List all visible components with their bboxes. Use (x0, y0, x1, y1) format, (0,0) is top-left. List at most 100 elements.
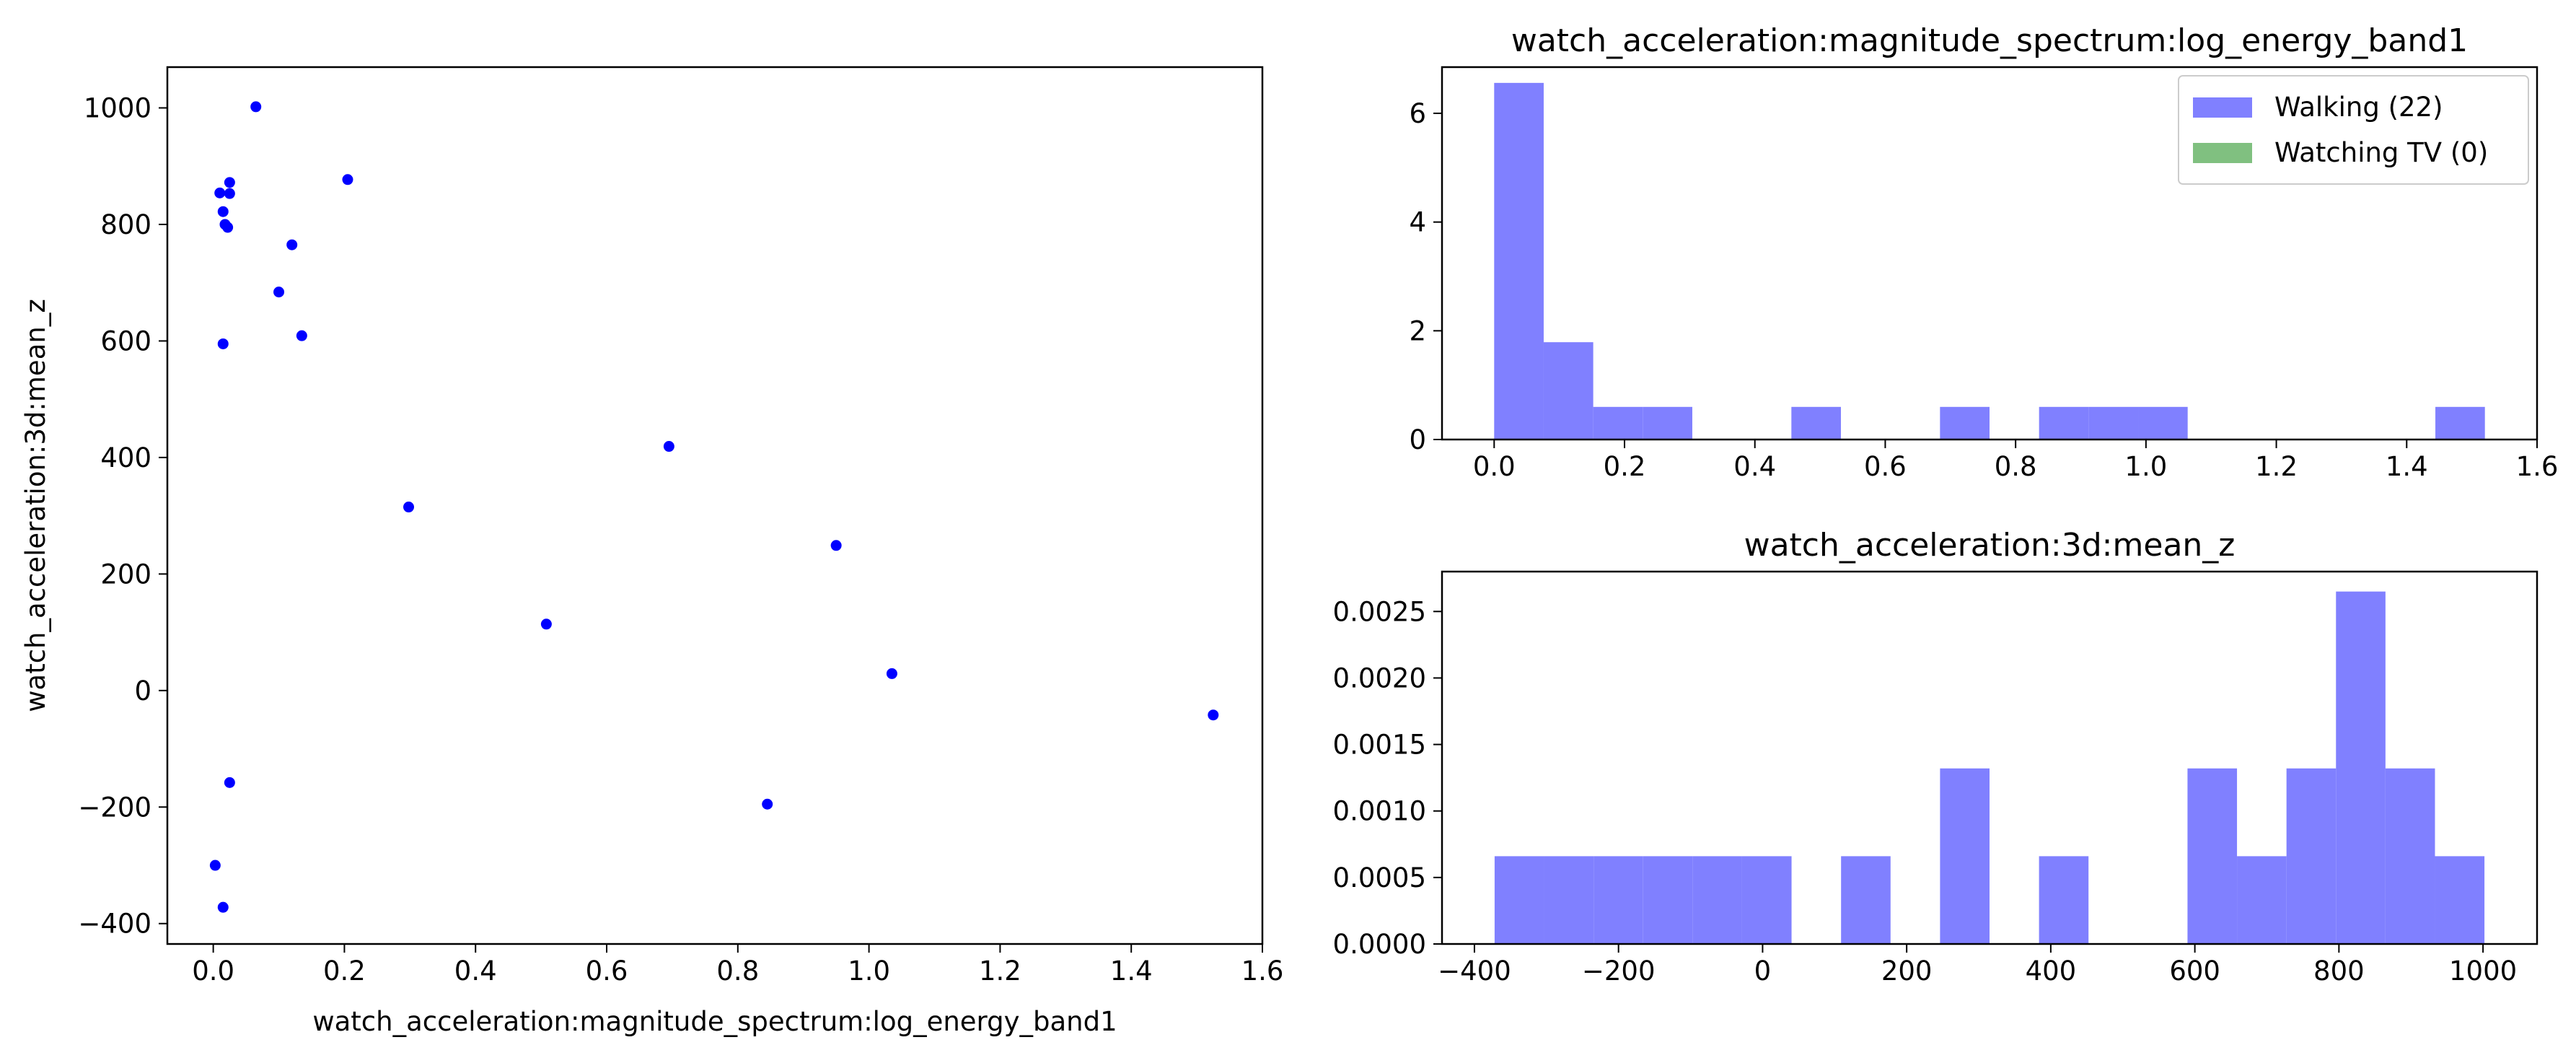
x-tick-label: 0.6 (1864, 451, 1907, 482)
histogram-energy-bars (1494, 82, 2485, 440)
scatter-point (224, 177, 235, 188)
histogram-bar (2039, 856, 2089, 944)
scatter-point (273, 287, 285, 298)
scatter-point (250, 101, 262, 113)
histogram-bar (1543, 342, 1593, 440)
x-tick-label: 1.0 (848, 956, 890, 987)
y-tick-label: 4 (1409, 207, 1426, 238)
scatter-point (830, 540, 842, 551)
x-tick-label: 1.6 (2516, 451, 2559, 482)
scatter-x-ticks: 0.0 0.2 0.4 0.6 0.8 1.0 1.2 1.4 1.6 (192, 944, 1283, 987)
histogram-bar (1494, 856, 1544, 944)
legend-swatch-walking (2193, 97, 2252, 118)
y-tick-label: 0.0005 (1333, 862, 1426, 893)
histogram-bar (2435, 856, 2485, 944)
x-tick-label: 1.6 (1241, 956, 1284, 987)
x-tick-label: 0.0 (192, 956, 234, 987)
x-tick-label: −400 (1438, 956, 1511, 987)
histogram-mean-z-bars (1494, 591, 2485, 944)
scatter-point (663, 441, 674, 453)
histogram-energy-frame (1441, 66, 2538, 441)
histogram-bar (1692, 856, 1742, 944)
x-tick-label: 0.4 (1733, 451, 1776, 482)
legend-label-walking: Walking (22) (2274, 92, 2443, 123)
histogram-energy-y-ticks: 0 2 4 6 (1409, 98, 1442, 455)
scatter-point (224, 188, 235, 199)
y-tick-label: 200 (100, 559, 151, 590)
histogram-bar (1593, 856, 1643, 944)
legend: Walking (22) Watching TV (0) (2178, 75, 2529, 185)
histogram-bar (1940, 768, 1990, 944)
scatter-point (217, 206, 229, 217)
histogram-mean-z-title: watch_acceleration:3d:mean_z (1744, 527, 2236, 564)
scatter-panel: 0.0 0.2 0.4 0.6 0.8 1.0 1.2 1.4 1.6 −400 −200 0 200… (20, 66, 1283, 1037)
y-tick-label: 0 (134, 676, 151, 707)
histogram-bar (2336, 591, 2386, 944)
x-tick-label: 0.6 (586, 956, 628, 987)
histogram-bar (1741, 856, 1792, 944)
histogram-bar (2138, 406, 2188, 440)
x-tick-label: 800 (2313, 956, 2365, 987)
x-tick-label: 1000 (2449, 956, 2517, 987)
x-tick-label: 200 (1881, 956, 1933, 987)
histogram-bar (1940, 406, 1990, 440)
histogram-bar (2187, 768, 2238, 944)
x-tick-label: 400 (2026, 956, 2077, 987)
scatter-point (1208, 709, 1219, 721)
histogram-energy-x-ticks: 0.0 0.2 0.4 0.6 0.8 1.0 1.2 1.4 1.6 (1473, 440, 2559, 482)
scatter-point (296, 330, 307, 341)
x-tick-label: 0.8 (1995, 451, 2037, 482)
y-tick-label: 0.0010 (1333, 796, 1426, 827)
scatter-x-axis-label: watch_acceleration:magnitude_spectrum:lo… (312, 1006, 1117, 1037)
histogram-energy-panel: watch_acceleration:magnitude_spectrum:lo… (1409, 22, 2558, 482)
scatter-point (217, 901, 229, 913)
y-tick-label: 600 (100, 325, 151, 357)
scatter-point (540, 618, 552, 630)
histogram-bar (1643, 406, 1692, 440)
histogram-bar (2237, 856, 2287, 944)
y-tick-label: 1000 (84, 93, 151, 124)
y-tick-label: 0 (1409, 424, 1426, 455)
y-tick-label: 0.0000 (1333, 929, 1426, 960)
histogram-bar (1841, 856, 1891, 944)
y-tick-label: 0.0025 (1333, 596, 1426, 627)
x-tick-label: 0.0 (1473, 451, 1516, 482)
legend-box (2178, 75, 2529, 185)
scatter-point (214, 187, 226, 198)
y-tick-label: 0.0020 (1333, 663, 1426, 694)
x-tick-label: 0.4 (454, 956, 497, 987)
scatter-point (209, 860, 221, 871)
scatter-points (209, 101, 1219, 913)
histogram-mean-z-frame (1441, 570, 2538, 945)
x-tick-label: 1.4 (1110, 956, 1153, 987)
y-tick-label: 800 (100, 209, 151, 240)
scatter-y-axis-label: watch_acceleration:3d:mean_z (20, 299, 51, 712)
histogram-bar (2435, 406, 2485, 440)
histogram-bar (2039, 406, 2089, 440)
x-tick-label: 0 (1754, 956, 1772, 987)
histogram-bar (1643, 856, 1693, 944)
histogram-bar (2385, 768, 2435, 944)
scatter-point (342, 174, 353, 185)
histogram-mean-z-y-ticks: 0.0000 0.0005 0.0010 0.0015 0.0020 0.0025 (1333, 596, 1442, 960)
y-tick-label: 0.0015 (1333, 730, 1426, 761)
legend-label-watching-tv: Watching TV (0) (2274, 137, 2488, 168)
scatter-point (217, 338, 229, 349)
histogram-bar (1544, 856, 1594, 944)
y-tick-label: −200 (78, 792, 151, 823)
histogram-bar (2286, 768, 2337, 944)
histogram-bar (2088, 406, 2139, 440)
x-tick-label: 1.0 (2124, 451, 2167, 482)
scatter-point (762, 798, 773, 810)
x-tick-label: 0.8 (716, 956, 759, 987)
histogram-mean-z-panel: watch_acceleration:3d:mean_z −400 −200 0 20… (1333, 527, 2538, 987)
histogram-mean-z-x-ticks: −400 −200 0 200 400 600 800 1000 (1438, 944, 2517, 987)
scatter-point (286, 239, 298, 250)
x-tick-label: 1.2 (2255, 451, 2298, 482)
scatter-point (222, 222, 234, 233)
y-tick-label: 400 (100, 442, 151, 473)
scatter-point (403, 502, 415, 513)
x-tick-label: 1.4 (2386, 451, 2428, 482)
